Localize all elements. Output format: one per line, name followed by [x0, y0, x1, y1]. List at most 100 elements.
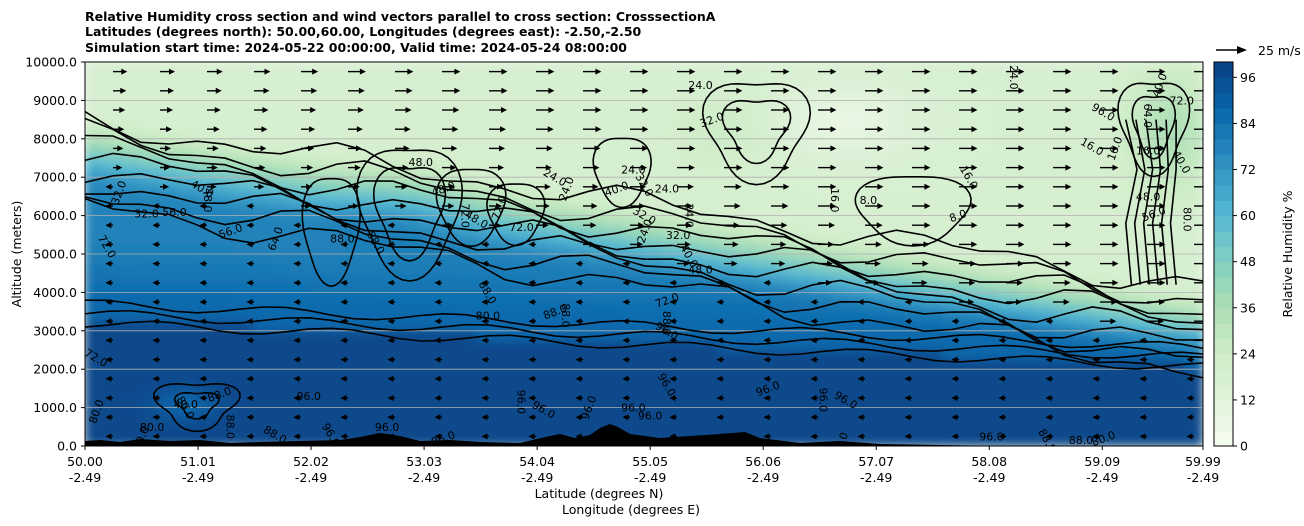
field-cell: [941, 320, 962, 332]
field-cell: [214, 435, 235, 446]
field-cell: [885, 243, 906, 255]
field-cell: [1090, 176, 1111, 188]
field-cell: [159, 176, 179, 188]
field-cell: [457, 291, 477, 303]
wind-vector-head: [1159, 299, 1166, 305]
field-cell: [997, 147, 1018, 159]
field-cell: [867, 291, 887, 303]
colorbar-tick-label: 0: [1240, 439, 1248, 454]
field-cell: [718, 62, 738, 73]
field-cell: [1183, 378, 1203, 389]
contour-label: 48.0: [1136, 190, 1161, 203]
field-cell: [997, 186, 1018, 197]
wind-vector-head: [258, 183, 265, 190]
field-cell: [531, 416, 552, 428]
wind-vector-head: [1206, 107, 1212, 113]
field-cell: [736, 147, 757, 159]
x-tick-label-latitude: 51.01: [180, 454, 216, 469]
closed-contour: [701, 82, 812, 186]
wind-vector-head: [877, 164, 884, 171]
field-cell: [904, 128, 924, 140]
field-cell: [494, 90, 515, 101]
field-cell: [159, 426, 179, 437]
field-cell: [494, 234, 515, 245]
field-cell: [1146, 272, 1167, 284]
field-cell: [364, 359, 384, 370]
field-cell: [587, 215, 608, 226]
field-cell: [1072, 359, 1092, 370]
field-cell: [550, 205, 570, 217]
field-cell: [1016, 186, 1036, 197]
field-cell: [997, 378, 1018, 389]
wind-vector-head: [732, 241, 739, 248]
field-cell: [923, 195, 943, 207]
field-cell: [1034, 138, 1055, 149]
field-cell: [121, 368, 142, 380]
field-cell: [457, 282, 477, 293]
field-cell: [196, 320, 216, 332]
field-cell: [1072, 330, 1092, 341]
field-cell: [1053, 176, 1074, 188]
field-cell: [568, 138, 589, 149]
field-cell: [736, 397, 757, 409]
plot-area: 24.032.024.016.016.0 16.016.08.08.016.024…: [85, 62, 1212, 446]
field-cell: [960, 426, 980, 437]
field-cell: [1127, 301, 1148, 313]
field-cell: [252, 128, 272, 140]
field-cell: [643, 147, 664, 159]
wind-vector-head: [826, 279, 833, 286]
field-cell: [773, 224, 794, 236]
field-cell: [214, 205, 235, 217]
field-cell: [755, 387, 775, 399]
wind-vector-head: [340, 414, 347, 421]
wind-vector-head: [1206, 69, 1212, 75]
field-cell: [923, 263, 943, 274]
field-cell: [85, 195, 105, 207]
wind-vector-head: [951, 433, 958, 440]
wind-vector-head: [169, 68, 176, 75]
wind-vector-head: [1045, 356, 1052, 363]
field-cell: [848, 263, 869, 274]
field-cell: [829, 234, 850, 245]
field-cell: [419, 128, 440, 140]
field-cell: [755, 71, 775, 82]
field-cell: [643, 349, 664, 361]
field-cell: [289, 128, 310, 140]
field-cell: [923, 234, 943, 245]
contour-label: 32.0: [134, 208, 159, 221]
field-cell: [419, 387, 440, 399]
field-cell: [904, 186, 924, 197]
field-cell: [233, 224, 254, 236]
field-cell: [587, 119, 608, 130]
field-cell: [792, 330, 813, 341]
y-tick-label: 2000.0: [33, 362, 77, 377]
field-cell: [289, 263, 310, 274]
field-cell: [624, 272, 645, 284]
wind-vector-head: [924, 68, 931, 75]
closed-contour: [1131, 95, 1177, 160]
field-cell: [233, 272, 254, 284]
field-cell: [308, 215, 328, 226]
contour-label: 24.0: [655, 183, 680, 196]
field-cell: [848, 62, 869, 73]
field-cell: [550, 291, 570, 303]
field-cell: [904, 195, 924, 207]
field-cell: [475, 71, 496, 82]
wind-vector-head: [810, 318, 817, 325]
field-cell: [550, 186, 570, 197]
field-cell: [1127, 90, 1148, 101]
field-cell: [885, 62, 906, 73]
field-cell: [941, 378, 962, 389]
wind-vector-head: [763, 414, 770, 421]
field-cell: [140, 167, 161, 178]
field-cell: [867, 71, 887, 82]
field-cell: [531, 224, 552, 236]
field-cell: [289, 80, 310, 92]
contour-label: 48.0: [408, 156, 433, 169]
field-cell: [811, 407, 831, 418]
wind-vector-head: [545, 164, 552, 171]
wind-vector-head: [340, 395, 347, 401]
field-cell: [1090, 147, 1111, 159]
wind-vector-head: [293, 241, 300, 248]
field-cell: [1146, 435, 1167, 446]
